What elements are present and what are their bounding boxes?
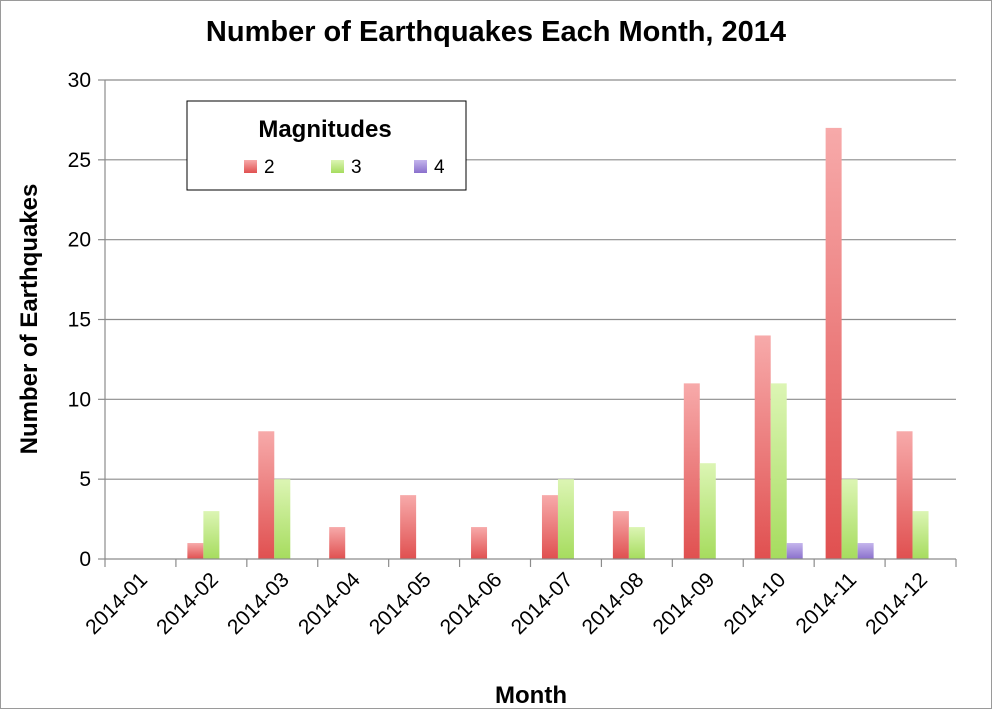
legend: Magnitudes 2 3 4 — [186, 100, 467, 191]
y-tick-label: 25 — [68, 149, 91, 172]
bars — [187, 127, 929, 560]
x-tick-label: 2014-10 — [719, 568, 790, 639]
x-tick-label: 2014-11 — [791, 568, 861, 638]
bar-magnitude-2 — [258, 431, 275, 559]
bar-magnitude-3 — [841, 479, 858, 559]
bar-magnitude-3 — [274, 479, 291, 559]
x-tick-label: 2014-02 — [152, 568, 223, 639]
bar-magnitude-2 — [896, 431, 913, 559]
bar-magnitude-3 — [628, 527, 645, 559]
x-tick-label: 2014-06 — [436, 568, 507, 639]
legend-label: 2 — [264, 157, 275, 178]
bar-magnitude-2 — [754, 335, 771, 559]
legend-label: 3 — [351, 157, 362, 178]
x-tick-label: 2014-07 — [507, 568, 578, 639]
legend-swatch — [414, 160, 427, 173]
bar-magnitude-4 — [857, 543, 874, 559]
chart-title: Number of Earthquakes Each Month, 2014 — [206, 16, 786, 48]
bar-magnitude-2 — [400, 495, 417, 559]
legend-box — [186, 100, 467, 191]
bar-magnitude-2 — [612, 511, 629, 559]
bar-magnitude-2 — [187, 543, 204, 559]
x-axis-title: Month — [495, 682, 567, 708]
y-tick-label: 20 — [68, 229, 91, 252]
y-axis-title: Number of Earthquakes — [16, 184, 43, 455]
y-tick-label: 15 — [68, 309, 91, 332]
bar-magnitude-3 — [912, 511, 929, 559]
y-tick-label: 0 — [79, 548, 91, 571]
bar-magnitude-4 — [786, 543, 803, 559]
x-tick-label: 2014-12 — [861, 568, 932, 639]
bar-magnitude-3 — [770, 383, 787, 559]
x-tick-label: 2014-04 — [294, 568, 365, 639]
y-tick-label: 5 — [79, 468, 91, 491]
legend-title: Magnitudes — [258, 116, 391, 143]
x-tick-label: 2014-08 — [578, 568, 649, 639]
legend-swatch — [331, 160, 344, 173]
axes — [104, 80, 957, 567]
gridlines — [98, 79, 956, 560]
bar-magnitude-2 — [541, 495, 558, 559]
x-tick-label: 2014-09 — [649, 568, 720, 639]
x-tick-label: 2014-05 — [365, 568, 436, 639]
bar-magnitude-3 — [557, 479, 574, 559]
y-tick-label: 30 — [68, 69, 91, 92]
y-tick-label: 10 — [68, 388, 91, 411]
bar-magnitude-2 — [683, 383, 700, 559]
bar-magnitude-3 — [699, 463, 716, 559]
legend-items: 2 3 4 — [244, 157, 445, 178]
bar-magnitude-3 — [203, 511, 220, 559]
bar-magnitude-2 — [471, 527, 488, 559]
bar-magnitude-2 — [825, 127, 842, 560]
x-tick-label: 2014-03 — [223, 568, 294, 639]
bar-magnitude-2 — [329, 527, 346, 559]
legend-label: 4 — [434, 157, 445, 178]
x-tick-label: 2014-01 — [81, 568, 152, 639]
legend-swatch — [244, 160, 257, 173]
